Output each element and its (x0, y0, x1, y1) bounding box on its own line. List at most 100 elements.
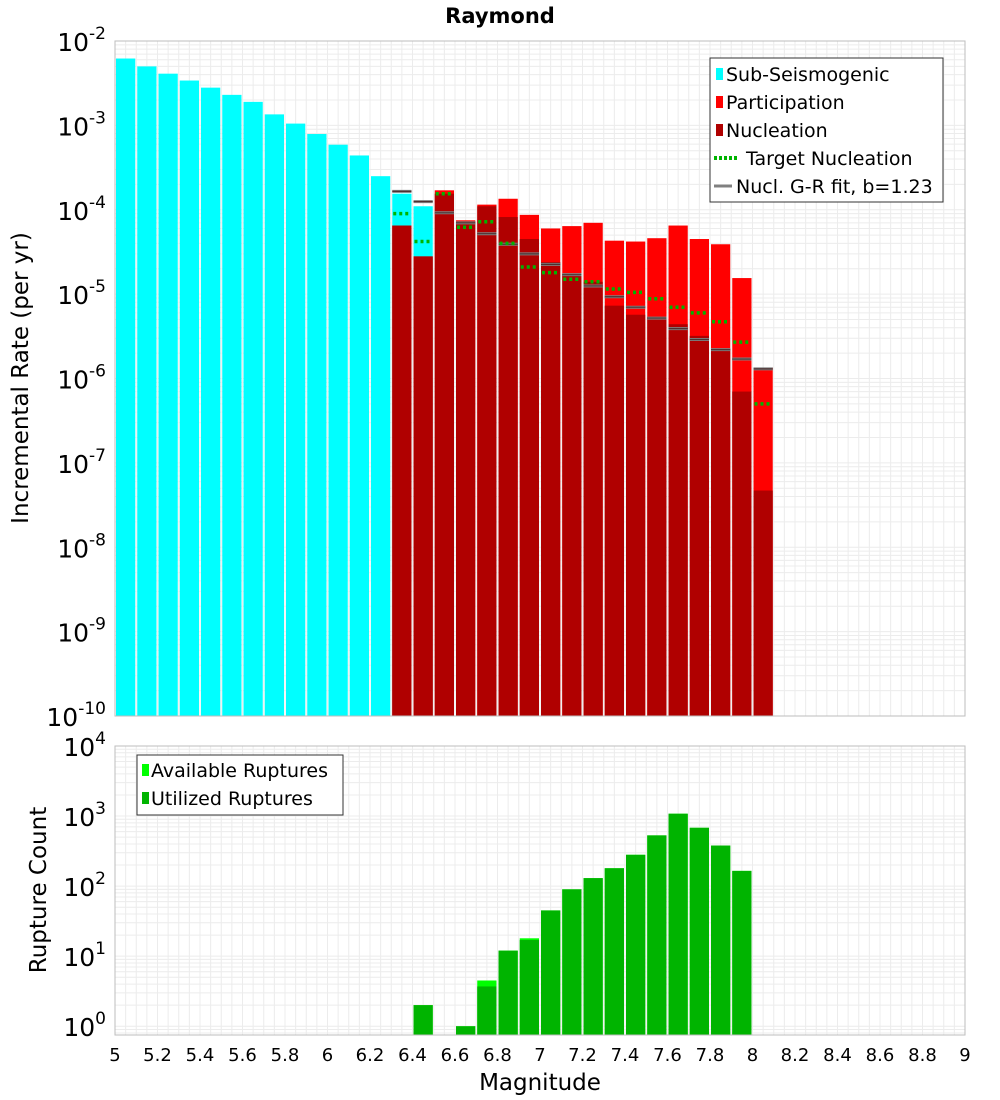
x-tick-label: 8.6 (866, 1045, 895, 1066)
incremental-rate-plot: 10-2 10-3 10-4 10-5 10-6 10-7 10-8 10-9 10-10 Sub… (46, 24, 966, 732)
nucleation-bar (498, 217, 518, 716)
y-axis-label-top: Incremental Rate (per yr) (8, 232, 34, 524)
y-axis-label-bottom: Rupture Count (26, 807, 52, 973)
sub-seismogenic-bar (179, 80, 199, 716)
legend-swatch (716, 124, 723, 136)
x-tick-label: 6.4 (398, 1045, 427, 1066)
nucleation-bar (753, 490, 773, 716)
utilized-ruptures-bar (519, 940, 539, 1035)
y-tick-label: 104 (63, 729, 106, 762)
legend: Sub-Seismogenic Participation Nucleation Ta… (709, 57, 944, 203)
nucleation-bar (434, 193, 454, 716)
utilized-ruptures-bar (583, 878, 603, 1035)
y-tick-label: 10-9 (57, 615, 106, 648)
sub-seismogenic-bar (158, 73, 178, 716)
sub-seismogenic-bar (264, 114, 284, 716)
sub-seismogenic-bar (349, 155, 369, 716)
x-tick-label: 8 (747, 1045, 758, 1066)
utilized-ruptures-bar (456, 1026, 476, 1035)
legend-swatch (716, 68, 723, 80)
utilized-ruptures-bar (541, 910, 561, 1035)
nucleation-bar (604, 305, 624, 716)
legend-label: Sub-Seismogenic (726, 64, 890, 86)
sub-seismogenic-bar (243, 101, 263, 716)
utilized-ruptures-bar (498, 950, 518, 1035)
nucleation-bar (626, 314, 646, 716)
legend-swatch (716, 96, 723, 108)
utilized-ruptures-bar (647, 835, 667, 1035)
legend-label: Nucleation (726, 120, 828, 142)
y-tick-label: 103 (63, 799, 106, 832)
utilized-ruptures-bar (668, 813, 688, 1035)
legend-label: Utilized Ruptures (151, 788, 313, 810)
x-tick-label: 5 (109, 1045, 120, 1066)
y-tick-label: 10-2 (57, 24, 106, 57)
legend-label: Participation (726, 92, 845, 114)
x-tick-label: 8.2 (781, 1045, 810, 1066)
sub-seismogenic-bar (137, 66, 157, 716)
x-tick-label: 5.2 (143, 1045, 172, 1066)
x-tick-label: 7.8 (696, 1045, 725, 1066)
nucleation-bar (541, 262, 561, 716)
nucleation-bar (689, 335, 709, 716)
x-tick-label: 8.4 (823, 1045, 852, 1066)
sub-seismogenic-bar (286, 123, 306, 716)
utilized-ruptures-bar (413, 1005, 433, 1035)
plot-frame (114, 40, 966, 717)
x-tick-label: 5.6 (228, 1045, 257, 1066)
nucleation-bar (456, 221, 476, 716)
y-tick-label: 102 (63, 869, 106, 902)
nucleation-bar (583, 281, 603, 716)
y-tick-label: 100 (63, 1009, 106, 1042)
x-tick-label: 7.4 (611, 1045, 640, 1066)
plot-frame (114, 745, 966, 1036)
x-tick-label: 6.6 (441, 1045, 470, 1066)
x-tick-label: 6.2 (356, 1045, 385, 1066)
y-tick-label: 10-3 (57, 108, 106, 141)
utilized-ruptures-bar (732, 870, 752, 1035)
y-tick-label: 10-10 (46, 699, 106, 732)
legend: Available Ruptures Utilized Ruptures (136, 754, 344, 816)
legend-swatch (142, 764, 149, 776)
sub-seismogenic-bar (201, 87, 221, 716)
nucleation-bar (668, 324, 688, 716)
y-tick-label: 10-7 (57, 446, 106, 479)
nucleation-bar (647, 316, 667, 716)
sub-seismogenic-bar (328, 144, 348, 717)
x-tick-label: 5.4 (186, 1045, 215, 1066)
nucleation-bar (392, 225, 412, 716)
utilized-ruptures-bar (604, 868, 624, 1035)
nucleation-bar (519, 239, 539, 716)
legend-label: Target Nucleation (745, 148, 913, 170)
sub-seismogenic-bar (116, 58, 136, 716)
sub-seismogenic-bar (371, 176, 391, 716)
utilized-ruptures-bar (689, 827, 709, 1035)
utilized-ruptures-bar (562, 889, 582, 1035)
x-tick-label: 9 (959, 1045, 970, 1066)
nucleation-bar (711, 349, 731, 716)
utilized-ruptures-bar (711, 845, 731, 1035)
utilized-ruptures-bar (477, 986, 497, 1035)
sub-seismogenic-bar (222, 94, 242, 716)
x-tick-label: 6.8 (483, 1045, 512, 1066)
x-tick-label: 7.6 (653, 1045, 682, 1066)
nucleation-bar (562, 274, 582, 716)
legend-label: Nucl. G-R fit, b=1.23 (736, 176, 933, 198)
x-tick-label: 5.8 (271, 1045, 300, 1066)
x-tick-label: 6 (322, 1045, 333, 1066)
legend-box (709, 57, 944, 203)
x-tick-label: 8.8 (908, 1045, 937, 1066)
y-tick-label: 10-6 (57, 362, 106, 395)
sub-seismogenic-bar (307, 134, 327, 717)
x-axis-label: Magnitude (479, 1070, 601, 1096)
legend-swatch (142, 792, 149, 804)
legend-box (136, 754, 344, 816)
y-tick-label: 10-8 (57, 530, 106, 563)
x-tick-label: 7.2 (568, 1045, 597, 1066)
y-tick-label: 101 (63, 939, 106, 972)
legend-label: Available Ruptures (151, 760, 328, 782)
utilized-ruptures-bars (413, 813, 752, 1035)
nucleation-bar (732, 391, 752, 716)
